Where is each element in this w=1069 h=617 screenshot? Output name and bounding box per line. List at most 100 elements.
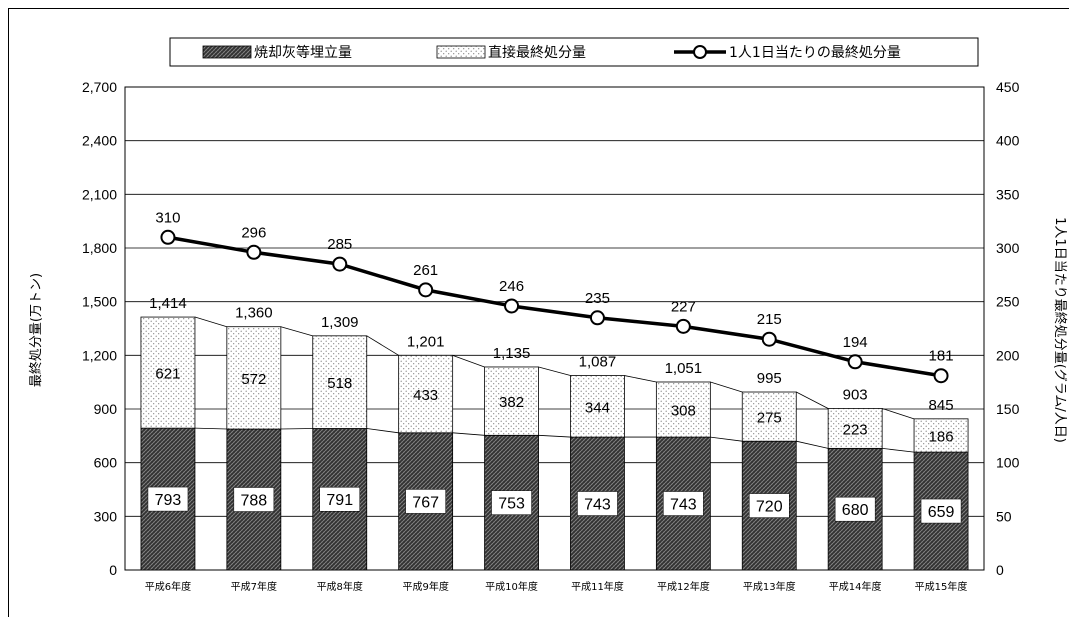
per-capita-point	[933, 368, 949, 384]
data-label-incineration: 743	[584, 497, 611, 514]
per-capita-point	[589, 310, 605, 326]
x-tick-label: 平成8年度	[317, 580, 363, 593]
data-label-total: 1,051	[665, 360, 703, 377]
connector-line	[452, 354, 485, 368]
connector-line	[280, 428, 313, 430]
y2-tick-label: 300	[996, 240, 1020, 256]
legend-marker-line	[693, 45, 707, 59]
label-box-incineration	[319, 486, 360, 512]
y-tick-label: 2,100	[82, 186, 117, 202]
data-label-incineration: 788	[240, 493, 267, 510]
data-label-incineration: 753	[498, 496, 525, 513]
data-label-total: 1,087	[579, 354, 617, 371]
data-label-direct: 572	[241, 371, 266, 388]
data-label-total: 1,360	[235, 305, 273, 322]
bar-direct	[913, 418, 969, 453]
connector-line	[796, 440, 829, 449]
y-axis-right: 0 50 100 150 200 250 300 350 400 450	[996, 79, 1020, 578]
y2-tick-label: 100	[996, 455, 1020, 471]
label-box-incineration	[749, 493, 790, 518]
data-labels: 793 621 1,414 788 572 1,360 791 518 1,309 767 433 1…	[147, 209, 962, 524]
data-label-per-capita: 227	[671, 298, 696, 315]
data-label-direct: 518	[327, 375, 352, 392]
connector-line	[882, 447, 915, 453]
x-tick-label: 平成14年度	[829, 580, 882, 593]
data-label-incineration: 659	[928, 504, 955, 521]
y2-tick-label: 400	[996, 133, 1020, 149]
data-label-total: 1,309	[321, 314, 359, 331]
data-label-per-capita: 246	[499, 278, 524, 295]
connector-line	[366, 428, 399, 434]
label-box-incineration	[491, 490, 532, 515]
per-capita-point	[504, 298, 520, 314]
data-label-direct: 275	[757, 410, 782, 427]
y-axis-title: 最終処分量(万トン)	[28, 273, 44, 387]
legend-swatch-direct	[436, 45, 486, 59]
y2-tick-label: 0	[996, 562, 1004, 578]
per-capita-line	[160, 229, 949, 384]
y2-tick-label: 150	[996, 401, 1020, 417]
label-box-incineration	[405, 489, 446, 514]
per-capita-point	[246, 244, 262, 260]
data-label-per-capita: 310	[155, 209, 180, 226]
bar-direct	[741, 391, 797, 442]
y-tick-label: 1,800	[82, 240, 117, 256]
per-capita-point	[675, 318, 691, 334]
per-capita-point	[418, 282, 434, 298]
data-label-total: 995	[757, 370, 782, 387]
x-tick-label: 平成9年度	[402, 580, 448, 593]
data-label-total: 1,135	[493, 345, 531, 362]
legend-label-direct: 直接最終処分量	[488, 44, 586, 61]
legend: 焼却灰等埋立量 直接最終処分量 1人1日当たりの最終処分量	[169, 37, 979, 67]
data-label-total: 1,201	[407, 333, 445, 350]
y2-tick-label: 450	[996, 79, 1020, 95]
bar-direct	[827, 408, 883, 449]
y-tick-label: 300	[94, 508, 118, 524]
legend-label-line: 1人1日当たりの最終処分量	[729, 45, 901, 61]
y-tick-label: 1,200	[82, 347, 117, 363]
connector-line	[796, 391, 829, 409]
bar-direct	[655, 381, 711, 438]
x-tick-label: 平成10年度	[485, 580, 538, 593]
connector-line	[538, 434, 571, 438]
connector-line	[194, 316, 227, 328]
connector-line	[452, 432, 485, 436]
y2-tick-label: 50	[996, 508, 1012, 524]
data-label-per-capita: 296	[241, 224, 266, 241]
bar-direct	[312, 335, 368, 429]
data-label-per-capita: 181	[929, 348, 954, 365]
y-tick-label: 0	[109, 562, 117, 578]
data-label-direct: 223	[843, 421, 868, 438]
connector-line	[710, 436, 743, 442]
data-label-per-capita: 261	[413, 262, 438, 279]
y-tick-label: 2,700	[82, 79, 117, 95]
bar-direct	[140, 316, 196, 429]
y-axis-left: 0 300 600 900 1,200 1,500 1,800 2,100 2,400 2,700	[82, 79, 117, 578]
per-capita-point	[160, 229, 176, 245]
legend-swatch-incineration	[202, 45, 252, 59]
label-box-incineration	[577, 491, 618, 516]
y-tick-label: 1,500	[82, 294, 117, 310]
data-label-per-capita: 215	[757, 311, 782, 328]
legend-box	[169, 37, 979, 67]
connector-line	[194, 427, 227, 430]
data-label-incineration: 791	[326, 492, 353, 509]
plot-area	[124, 86, 985, 571]
data-label-direct: 621	[155, 366, 180, 383]
data-label-incineration: 767	[412, 494, 439, 511]
x-tick-label: 平成7年度	[231, 580, 277, 593]
x-tick-label: 平成15年度	[915, 580, 968, 593]
label-box-incineration	[920, 498, 962, 524]
data-label-per-capita: 235	[585, 290, 610, 307]
y2-tick-label: 250	[996, 294, 1020, 310]
data-label-direct: 344	[585, 399, 610, 416]
y-tick-label: 900	[94, 401, 118, 417]
y2-axis-title: 1人1日当たり最終処分量(グラム/人日)	[1052, 217, 1068, 443]
data-label-total: 1,414	[149, 295, 187, 312]
data-label-total: 903	[843, 386, 868, 403]
data-label-direct: 433	[413, 387, 438, 404]
label-box-incineration	[147, 486, 189, 512]
connector-line	[280, 326, 313, 337]
label-box-incineration	[834, 496, 876, 522]
